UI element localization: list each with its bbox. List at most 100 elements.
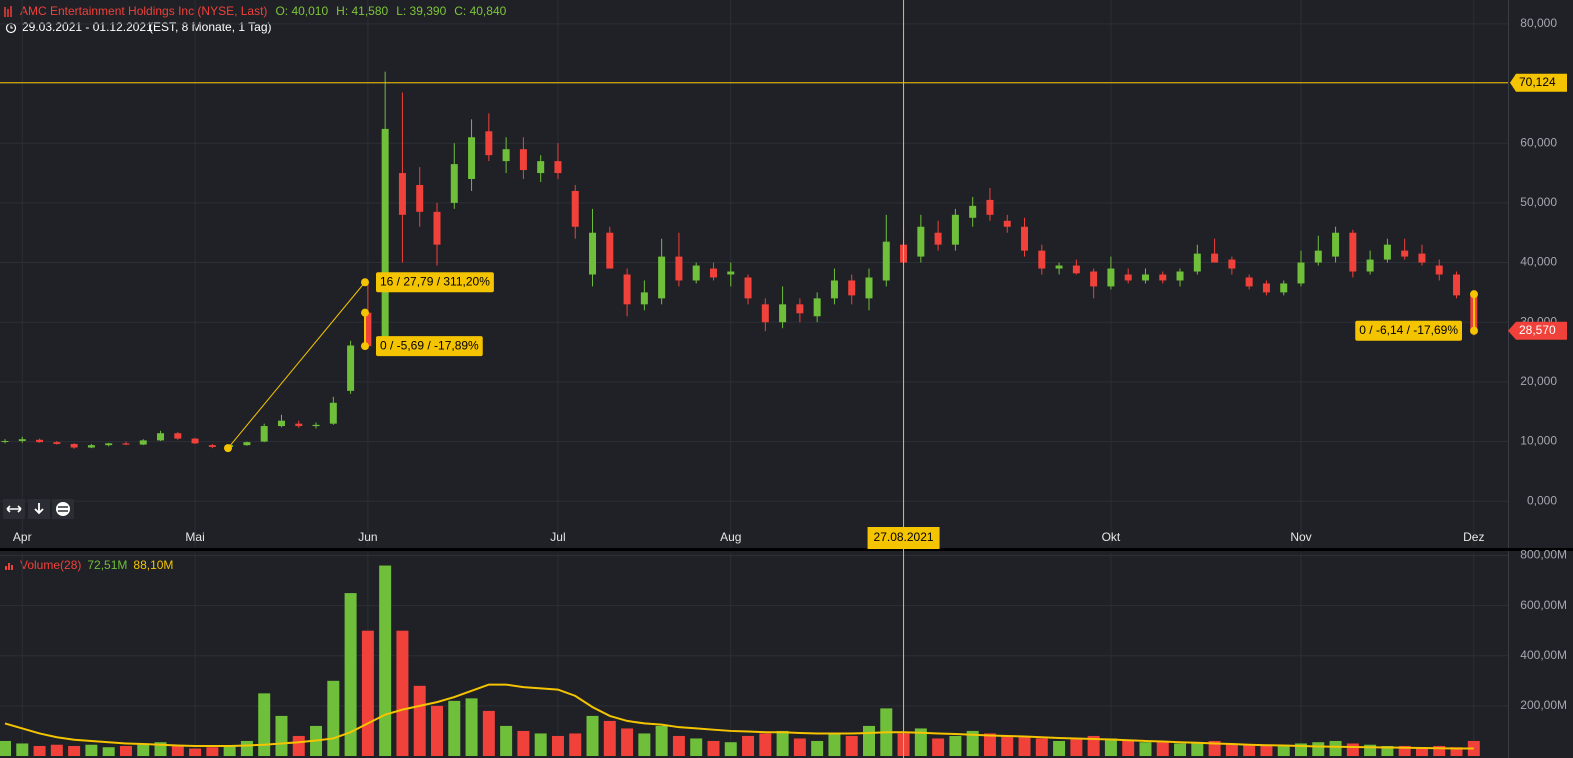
volume-bar — [500, 725, 513, 756]
scroll-button[interactable] — [28, 499, 50, 519]
volume-bar — [1243, 744, 1256, 756]
volume-bar — [517, 730, 530, 756]
last-price-label: 28,570 — [1519, 323, 1556, 337]
candle-body — [243, 442, 251, 446]
candle-body — [675, 256, 683, 281]
candle-body — [347, 345, 355, 391]
volume-bar — [361, 630, 374, 756]
x-tick-label: Mai — [185, 530, 204, 544]
candle-body — [277, 420, 285, 427]
volume-bar — [1001, 735, 1014, 756]
volume-bar — [0, 740, 11, 756]
volume-bar — [33, 745, 46, 756]
candle-body — [1193, 253, 1201, 272]
volume-bar — [258, 693, 271, 756]
candle-body — [398, 173, 406, 215]
volume-bar — [1139, 742, 1152, 756]
volume-bar — [50, 744, 63, 756]
candle-body — [295, 423, 303, 427]
volume-bar — [396, 630, 409, 756]
volume-bar — [690, 738, 703, 756]
volume-bar — [275, 715, 288, 756]
candle-body — [640, 292, 648, 305]
candle-body — [1021, 226, 1029, 251]
y-tick-label: 50,000 — [1520, 195, 1557, 209]
candle-body — [1107, 268, 1115, 287]
volume-bar — [534, 733, 547, 756]
menu-button[interactable] — [52, 499, 74, 519]
x-tick-label: Nov — [1290, 530, 1311, 544]
legend-entry: 88,10M — [133, 558, 173, 572]
candle-body — [1211, 253, 1219, 263]
y-tick-label: 80,000 — [1520, 16, 1557, 30]
candle-body — [934, 232, 942, 245]
candle-body — [1003, 220, 1011, 227]
candle-body — [779, 304, 787, 323]
candle-body — [36, 439, 44, 443]
volume-bar — [482, 710, 495, 756]
volume-bar — [1053, 740, 1066, 756]
x-tick-label: Aug — [720, 530, 741, 544]
volume-bar — [914, 728, 927, 756]
ohlc-info: C: 40,840 — [454, 4, 506, 18]
volume-bar — [983, 733, 996, 756]
candle-body — [1435, 265, 1443, 275]
volume-bar — [742, 735, 755, 756]
volume-bar — [603, 720, 616, 756]
volume-bar — [68, 745, 81, 756]
volume-bar — [949, 735, 962, 756]
measure-line — [227, 281, 366, 449]
candle-body — [1159, 274, 1167, 281]
volume-bar — [1433, 745, 1446, 756]
candle-body — [1038, 250, 1046, 269]
candle-body — [468, 137, 476, 180]
candle-body — [191, 438, 199, 444]
measure-label-box — [376, 336, 483, 357]
volume-bar — [1104, 738, 1117, 756]
measure-point — [361, 342, 369, 351]
y-tick-label: 0,000 — [1527, 493, 1557, 507]
candle-body — [519, 149, 527, 171]
candle-body — [18, 439, 26, 441]
y-tick-label: 10,000 — [1520, 434, 1557, 448]
volume-bar — [327, 680, 340, 756]
volume-bar — [465, 698, 478, 756]
candle-body — [1262, 283, 1270, 293]
x-tick-label: Apr — [13, 530, 32, 544]
candle-body — [1245, 277, 1253, 287]
volume-bar — [102, 747, 115, 756]
candle-body — [606, 232, 614, 269]
volume-bar — [1312, 742, 1325, 756]
volume-bar — [1415, 747, 1428, 756]
candle-body — [1418, 253, 1426, 263]
candle-body — [364, 312, 372, 347]
clock-hand — [10, 25, 13, 29]
last-price-box — [1508, 321, 1567, 340]
volume-bar — [1070, 738, 1083, 756]
candle-body — [1349, 232, 1357, 272]
volume-bar — [189, 748, 202, 756]
volume-bar — [1364, 744, 1377, 756]
candle-body — [761, 304, 769, 323]
candle-body — [882, 241, 890, 281]
volume-bar — [1156, 740, 1169, 756]
crosshair-x-label: 27.08.2021 — [874, 530, 934, 544]
x-tick-label: Dez — [1463, 530, 1484, 544]
candle-body — [554, 161, 562, 174]
crosshair-x-box — [867, 527, 940, 549]
x-tick-label: Okt — [1102, 530, 1121, 544]
chart-title: AMC Entertainment Holdings Inc (NYSE, La… — [20, 4, 267, 18]
y-tick-label: 200,00M — [1520, 698, 1567, 712]
volume-bar — [707, 740, 720, 756]
candle-body — [433, 211, 441, 245]
volume-bar — [1191, 742, 1204, 756]
fit-button[interactable] — [3, 499, 25, 519]
candle-body — [537, 161, 545, 174]
candle-body — [1297, 262, 1305, 284]
y-tick-label: 400,00M — [1520, 648, 1567, 662]
candle-body — [1383, 244, 1391, 260]
candle-body — [260, 426, 268, 442]
candle-body — [917, 226, 925, 257]
volume-bar — [448, 700, 461, 756]
volume-bar — [586, 715, 599, 756]
